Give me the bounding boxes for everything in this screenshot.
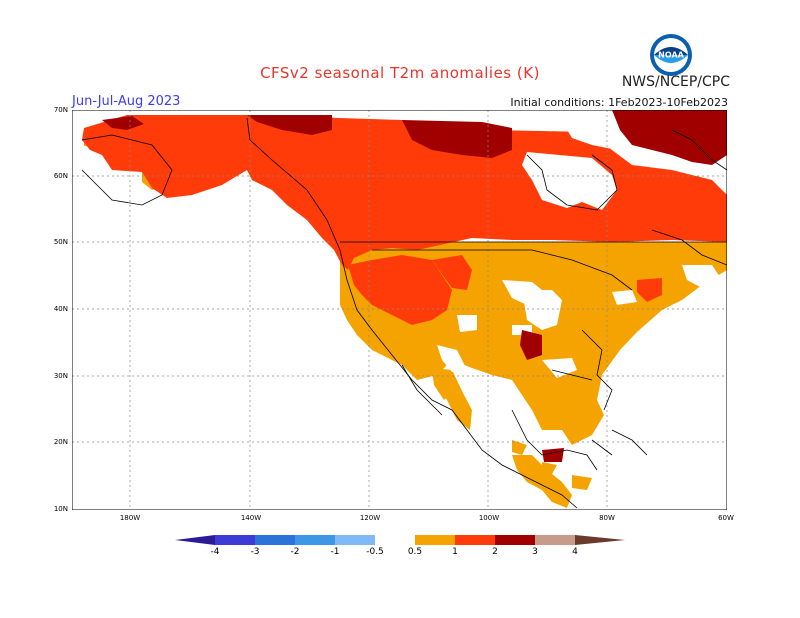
noaa-logo: NOAA: [650, 34, 692, 76]
colorbar-segment: [495, 535, 535, 545]
colorbar-arrow-right: [575, 535, 625, 545]
coastlines: [81, 117, 727, 509]
colorbar-label: 3: [532, 547, 538, 557]
lat-label-40n: 40N: [53, 305, 68, 313]
lon-label-180w: 180W: [119, 514, 141, 522]
lat-label-20n: 20N: [53, 438, 68, 446]
colorbar-label: -1: [330, 547, 340, 557]
forecast-period: Jun-Jul-Aug 2023: [72, 94, 181, 109]
lon-label-140w: 140W: [240, 514, 262, 522]
map-title: CFSv2 seasonal T2m anomalies (K): [260, 64, 540, 82]
colorbar-segment: [455, 535, 495, 545]
colorbar-label: -4: [210, 547, 220, 557]
lat-label-60n: 60N: [53, 172, 68, 180]
colorbar-label: -3: [250, 547, 260, 557]
colorbar-label: -2: [290, 547, 300, 557]
colorbar-segment: [255, 535, 295, 545]
svg-text:NOAA: NOAA: [658, 51, 684, 60]
colorbar-segment: [535, 535, 575, 545]
lat-label-10n: 10N: [53, 505, 68, 513]
lat-label-50n: 50N: [53, 238, 68, 246]
lat-label-30n: 30N: [53, 372, 68, 380]
anomaly-region-mexico: [432, 370, 592, 490]
colorbar-segment: [295, 535, 335, 545]
colorbar-label: 0.5: [407, 547, 423, 557]
colorbar-arrow-left: [175, 535, 215, 545]
anomaly-region-medium: [82, 115, 727, 325]
colorbar-label: 1: [452, 547, 458, 557]
anomaly-region-caribbean: [542, 448, 564, 462]
colorbar-segment: [415, 535, 455, 545]
lon-label-60w: 60W: [718, 514, 734, 522]
anomaly-map: [72, 110, 727, 510]
colorbar-label: -0.5: [366, 547, 384, 557]
colorbar-segment: [215, 535, 255, 545]
colorbar-label: 2: [492, 547, 498, 557]
colorbar-label: 4: [572, 547, 578, 557]
colorbar-segment: [335, 535, 375, 545]
colorbar: [175, 535, 625, 545]
lon-label-80w: 80W: [599, 514, 615, 522]
lat-label-70n: 70N: [53, 106, 68, 114]
colorbar-segment: [375, 535, 415, 545]
anomaly-region-high: [102, 110, 727, 360]
agency-label: NWS/NCEP/CPC: [621, 74, 730, 90]
lon-label-100w: 100W: [478, 514, 500, 522]
initial-conditions: Initial conditions: 1Feb2023-10Feb2023: [510, 96, 728, 109]
lon-label-120w: 120W: [359, 514, 381, 522]
